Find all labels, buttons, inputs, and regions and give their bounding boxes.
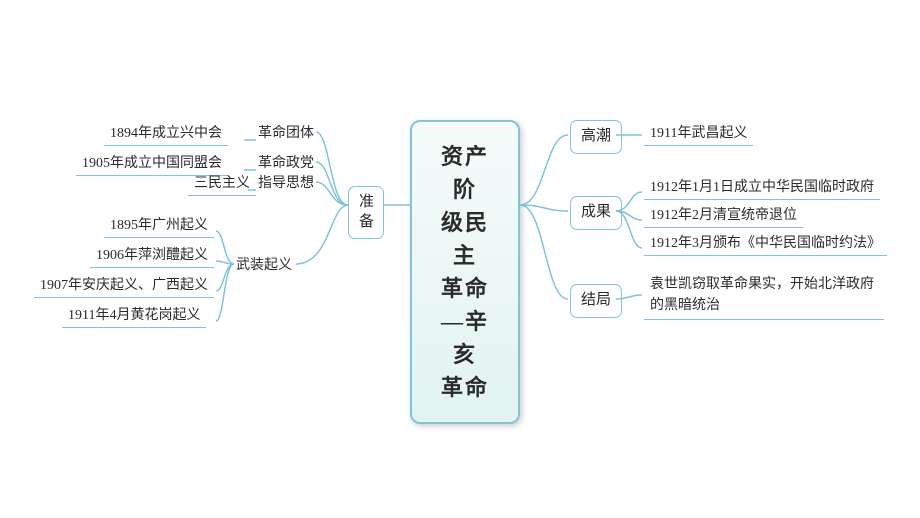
leaf-1912-mar: 1912年3月颁布《中华民国临时约法》: [644, 230, 887, 256]
branch-label: 高潮: [581, 128, 611, 144]
sub-label-revolutionary-group: 革命团体: [258, 122, 314, 142]
branch-label: 准备: [359, 193, 373, 232]
center-line: 资产阶: [432, 140, 498, 206]
center-line: 革命: [432, 371, 498, 404]
branch-climax: 高潮: [570, 120, 622, 154]
center-topic: 资产阶 级民主 革命 —辛亥 革命: [410, 120, 520, 424]
center-line: 革命: [432, 272, 498, 305]
leaf-yuan-text: 袁世凯窃取革命果实，开始北洋政府的黑暗统治: [650, 277, 874, 313]
branch-label: 结局: [581, 292, 611, 308]
branch-preparation: 准备: [348, 186, 384, 239]
center-line: 级民主: [432, 206, 498, 272]
branch-outcome: 结局: [570, 284, 622, 318]
sub-label-guiding-thought: 指导思想: [258, 172, 314, 192]
leaf-1912-jan: 1912年1月1日成立中华民国临时政府: [644, 174, 880, 200]
leaf-1907: 1907年安庆起义、广西起义: [34, 272, 214, 298]
sub-label-armed-uprising: 武装起义: [236, 254, 292, 274]
center-line: —辛亥: [432, 305, 498, 371]
branch-label: 成果: [581, 204, 611, 220]
leaf-yuan: 袁世凯窃取革命果实，开始北洋政府的黑暗统治: [644, 272, 884, 320]
leaf-sanmin: 三民主义: [188, 170, 256, 196]
leaf-wuchang: 1911年武昌起义: [644, 120, 753, 146]
leaf-1906: 1906年萍浏醴起义: [90, 242, 214, 268]
branch-results: 成果: [570, 196, 622, 230]
leaf-1894: 1894年成立兴中会: [104, 120, 228, 146]
leaf-1912-feb: 1912年2月清宣统帝退位: [644, 202, 803, 228]
sub-label-revolutionary-party: 革命政党: [258, 152, 314, 172]
leaf-1911-apr: 1911年4月黄花岗起义: [62, 302, 206, 328]
leaf-1895: 1895年广州起义: [104, 212, 214, 238]
